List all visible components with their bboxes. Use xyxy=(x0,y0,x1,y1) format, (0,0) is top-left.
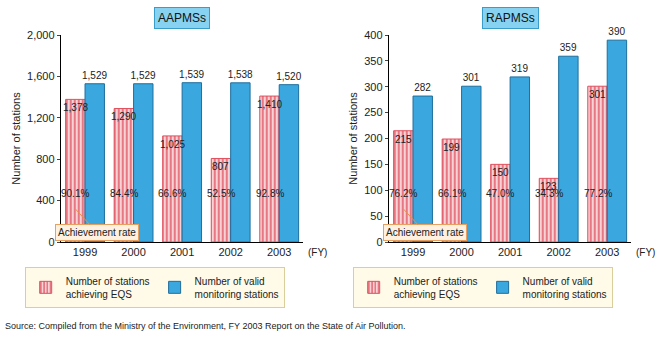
svg-text:1,520: 1,520 xyxy=(276,71,301,82)
svg-text:1,539: 1,539 xyxy=(179,69,204,80)
svg-text:0: 0 xyxy=(376,236,382,248)
svg-text:400: 400 xyxy=(364,29,382,41)
svg-text:(FY): (FY) xyxy=(308,247,327,258)
svg-text:2000: 2000 xyxy=(449,246,473,258)
svg-text:1,378: 1,378 xyxy=(63,102,88,113)
svg-text:2000: 2000 xyxy=(121,246,145,258)
svg-text:Number of stationsachieving EQ: Number of stationsachieving EQS xyxy=(66,276,150,300)
svg-text:390: 390 xyxy=(608,26,625,37)
svg-text:1,025: 1,025 xyxy=(160,139,185,150)
svg-text:199: 199 xyxy=(443,142,460,153)
svg-text:Number of validmonitoring stat: Number of validmonitoring stations xyxy=(195,276,279,300)
svg-text:Number of stationsachieving EQ: Number of stationsachieving EQS xyxy=(394,276,478,300)
svg-text:66.6%: 66.6% xyxy=(158,188,186,199)
svg-text:Source: Compiled from the Mini: Source: Compiled from the Ministry of th… xyxy=(5,321,406,331)
svg-text:100: 100 xyxy=(364,184,382,196)
svg-text:2001: 2001 xyxy=(170,246,194,258)
svg-text:400: 400 xyxy=(36,194,54,206)
svg-text:(FY): (FY) xyxy=(636,247,655,258)
svg-text:52.5%: 52.5% xyxy=(207,188,235,199)
svg-text:2002: 2002 xyxy=(546,246,570,258)
svg-text:350: 350 xyxy=(364,55,382,67)
svg-text:301: 301 xyxy=(589,89,606,100)
svg-text:Number of stations: Number of stations xyxy=(347,92,359,185)
svg-text:807: 807 xyxy=(212,161,229,172)
svg-text:0: 0 xyxy=(48,236,54,248)
svg-text:359: 359 xyxy=(560,42,577,53)
svg-text:1999: 1999 xyxy=(73,246,97,258)
svg-text:150: 150 xyxy=(364,158,382,170)
svg-text:2003: 2003 xyxy=(267,246,291,258)
svg-text:66.1%: 66.1% xyxy=(438,188,466,199)
svg-text:AAPMSs: AAPMSs xyxy=(158,11,206,25)
svg-text:47.0%: 47.0% xyxy=(486,188,514,199)
svg-text:RAPMSs: RAPMSs xyxy=(486,11,535,25)
svg-text:150: 150 xyxy=(492,167,509,178)
svg-text:92.8%: 92.8% xyxy=(256,188,284,199)
svg-text:2,000: 2,000 xyxy=(27,29,55,41)
svg-text:1,290: 1,290 xyxy=(111,111,136,122)
svg-text:50: 50 xyxy=(370,210,382,222)
svg-text:77.2%: 77.2% xyxy=(584,188,612,199)
svg-text:1,410: 1,410 xyxy=(257,99,282,110)
svg-text:2003: 2003 xyxy=(595,246,619,258)
svg-text:123: 123 xyxy=(540,181,557,192)
svg-text:Achievement rate: Achievement rate xyxy=(58,227,136,238)
svg-text:1,529: 1,529 xyxy=(82,70,107,81)
svg-text:1999: 1999 xyxy=(401,246,425,258)
svg-text:1,200: 1,200 xyxy=(27,112,55,124)
svg-text:76.2%: 76.2% xyxy=(389,188,417,199)
svg-text:90.1%: 90.1% xyxy=(61,188,89,199)
svg-text:200: 200 xyxy=(364,132,382,144)
svg-text:300: 300 xyxy=(364,81,382,93)
svg-text:2002: 2002 xyxy=(218,246,242,258)
svg-text:Number of validmonitoring stat: Number of validmonitoring stations xyxy=(523,276,607,300)
svg-text:282: 282 xyxy=(414,82,431,93)
svg-text:84.4%: 84.4% xyxy=(110,188,138,199)
svg-text:250: 250 xyxy=(364,106,382,118)
svg-text:Achievement rate: Achievement rate xyxy=(386,227,464,238)
svg-text:1,529: 1,529 xyxy=(131,70,156,81)
svg-text:1,600: 1,600 xyxy=(27,70,55,82)
svg-text:301: 301 xyxy=(463,72,480,83)
svg-text:319: 319 xyxy=(511,63,528,74)
svg-text:1,538: 1,538 xyxy=(228,69,253,80)
svg-text:Number of stations: Number of stations xyxy=(10,92,22,185)
svg-text:215: 215 xyxy=(395,134,412,145)
svg-text:34.3%: 34.3% xyxy=(535,188,563,199)
svg-text:800: 800 xyxy=(36,153,54,165)
svg-text:2001: 2001 xyxy=(498,246,522,258)
